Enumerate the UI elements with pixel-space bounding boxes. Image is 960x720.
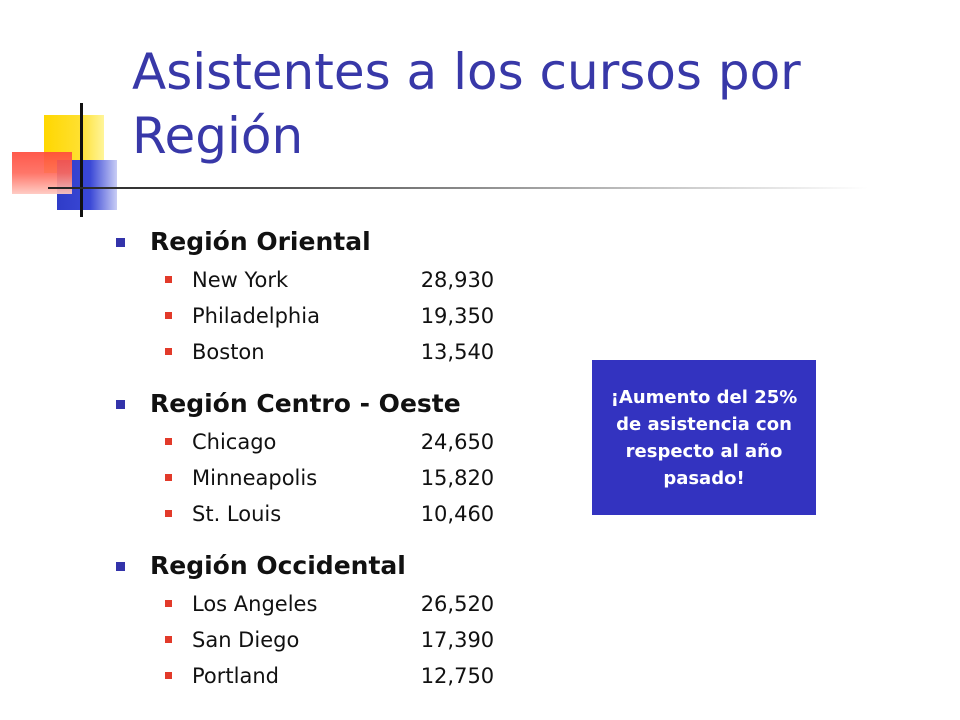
- region-oriental: Región Oriental New York 28,930 Philadel…: [114, 222, 564, 370]
- city-attendance: 12,750: [420, 664, 495, 688]
- city-name: Chicago: [192, 430, 277, 454]
- region-occidental: Región Occidental Los Angeles 26,520 San…: [114, 546, 564, 694]
- callout-text: ¡Aumento del 25% de asistencia con respe…: [610, 386, 798, 489]
- city-name: Minneapolis: [192, 466, 318, 490]
- city-attendance: 19,350: [420, 304, 495, 328]
- city-name: St. Louis: [192, 502, 282, 526]
- square-bullet-icon: [165, 672, 172, 679]
- city-name: Boston: [192, 340, 265, 364]
- square-bullet-icon: [116, 562, 125, 571]
- list-item: San Diego 17,390: [114, 622, 564, 658]
- square-bullet-icon: [165, 510, 172, 517]
- region-heading: Región Occidental: [114, 546, 564, 586]
- callout-box: ¡Aumento del 25% de asistencia con respe…: [592, 360, 816, 515]
- square-bullet-icon: [165, 438, 172, 445]
- region-name: Región Oriental: [150, 227, 371, 256]
- slide-title: Asistentes a los cursos por Región: [132, 43, 801, 165]
- square-bullet-icon: [165, 636, 172, 643]
- region-list: Región Oriental New York 28,930 Philadel…: [114, 222, 564, 708]
- city-attendance: 17,390: [420, 628, 495, 652]
- square-bullet-icon: [165, 600, 172, 607]
- square-bullet-icon: [165, 312, 172, 319]
- decorative-vertical-line: [80, 103, 83, 217]
- list-item: Boston 13,540: [114, 334, 564, 370]
- list-item: Portland 12,750: [114, 658, 564, 694]
- square-bullet-icon: [116, 400, 125, 409]
- city-name: San Diego: [192, 628, 300, 652]
- region-name: Región Centro - Oeste: [150, 389, 461, 418]
- square-bullet-icon: [165, 474, 172, 481]
- region-heading: Región Oriental: [114, 222, 564, 262]
- list-item: Los Angeles 26,520: [114, 586, 564, 622]
- city-name: Portland: [192, 664, 279, 688]
- list-item: New York 28,930: [114, 262, 564, 298]
- region-name: Región Occidental: [150, 551, 406, 580]
- region-heading: Región Centro - Oeste: [114, 384, 564, 424]
- city-name: Philadelphia: [192, 304, 320, 328]
- city-attendance: 13,540: [420, 340, 495, 364]
- city-attendance: 15,820: [420, 466, 495, 490]
- city-attendance: 26,520: [420, 592, 495, 616]
- city-attendance: 28,930: [420, 268, 495, 292]
- city-name: New York: [192, 268, 289, 292]
- square-bullet-icon: [165, 276, 172, 283]
- title-underline: [48, 187, 868, 189]
- list-item: St. Louis 10,460: [114, 496, 564, 532]
- city-name: Los Angeles: [192, 592, 318, 616]
- square-bullet-icon: [116, 238, 125, 247]
- city-attendance: 24,650: [420, 430, 495, 454]
- list-item: Minneapolis 15,820: [114, 460, 564, 496]
- list-item: Philadelphia 19,350: [114, 298, 564, 334]
- city-attendance: 10,460: [420, 502, 495, 526]
- square-bullet-icon: [165, 348, 172, 355]
- list-item: Chicago 24,650: [114, 424, 564, 460]
- region-centro-oeste: Región Centro - Oeste Chicago 24,650 Min…: [114, 384, 564, 532]
